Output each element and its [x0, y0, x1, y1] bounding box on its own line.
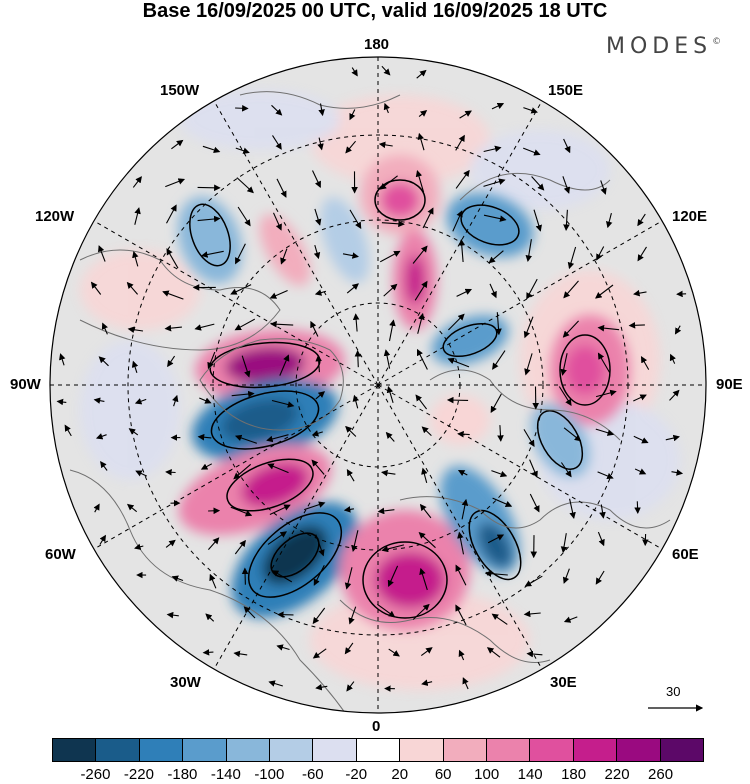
lon-label-120w: 120W [35, 208, 74, 225]
colorbar [52, 738, 704, 762]
wind-arrow [166, 472, 175, 473]
colorbar-swatch [139, 739, 182, 761]
lon-label-0: 0 [372, 718, 380, 735]
colorbar-swatch [312, 739, 355, 761]
lon-label-60e: 60E [672, 546, 699, 563]
reference-vector-value: 30 [666, 684, 680, 699]
lon-label-60w: 60W [45, 546, 76, 563]
colorbar-swatch [529, 739, 572, 761]
lon-label-150e: 150E [548, 82, 583, 99]
colorbar-tick-label: -140 [211, 766, 241, 783]
colorbar-tick-label: -100 [254, 766, 284, 783]
wind-arrow [198, 187, 220, 188]
wind-arrow [630, 325, 645, 326]
colorbar-swatch [399, 739, 442, 761]
colorbar-tick-label: 20 [391, 766, 408, 783]
colorbar-swatch [226, 739, 269, 761]
wind-arrow [245, 569, 246, 585]
lon-label-150w: 150W [160, 82, 199, 99]
colorbar-tick-label: -20 [345, 766, 367, 783]
colorbar-tick-label: -260 [80, 766, 110, 783]
lon-label-30w: 30W [170, 674, 201, 691]
colorbar-swatch [95, 739, 138, 761]
lon-label-90e: 90E [716, 376, 743, 393]
colorbar-tick-label: -220 [124, 766, 154, 783]
colorbar-ticks: -260 -220 -180 -140 -100 -60 -20 20 60 100 140 180 2… [0, 766, 750, 784]
colorbar-tick-label: 180 [561, 766, 586, 783]
colorbar-swatch [443, 739, 486, 761]
colorbar-tick-label: -60 [302, 766, 324, 783]
lon-label-120e: 120E [672, 208, 707, 225]
colorbar-tick-label: -180 [167, 766, 197, 783]
wind-arrow [235, 108, 248, 109]
colorbar-swatch [660, 739, 703, 761]
lon-label-180: 180 [364, 36, 389, 53]
colorbar-swatch [573, 739, 616, 761]
colorbar-tick-label: 100 [474, 766, 499, 783]
colorbar-tick-label: 220 [605, 766, 630, 783]
colorbar-tick-label: 140 [518, 766, 543, 783]
colorbar-swatch [53, 739, 95, 761]
colorbar-tick-label: 260 [648, 766, 673, 783]
colorbar-swatch [616, 739, 659, 761]
lon-label-30e: 30E [550, 674, 577, 691]
wind-arrow [637, 501, 638, 513]
lon-label-90w: 90W [10, 376, 41, 393]
colorbar-swatch [182, 739, 225, 761]
colorbar-tick-label: 60 [435, 766, 452, 783]
colorbar-swatch [269, 739, 312, 761]
wind-arrow [204, 652, 214, 653]
wind-arrow [358, 351, 359, 367]
colorbar-swatch [486, 739, 529, 761]
colorbar-swatch [356, 739, 399, 761]
